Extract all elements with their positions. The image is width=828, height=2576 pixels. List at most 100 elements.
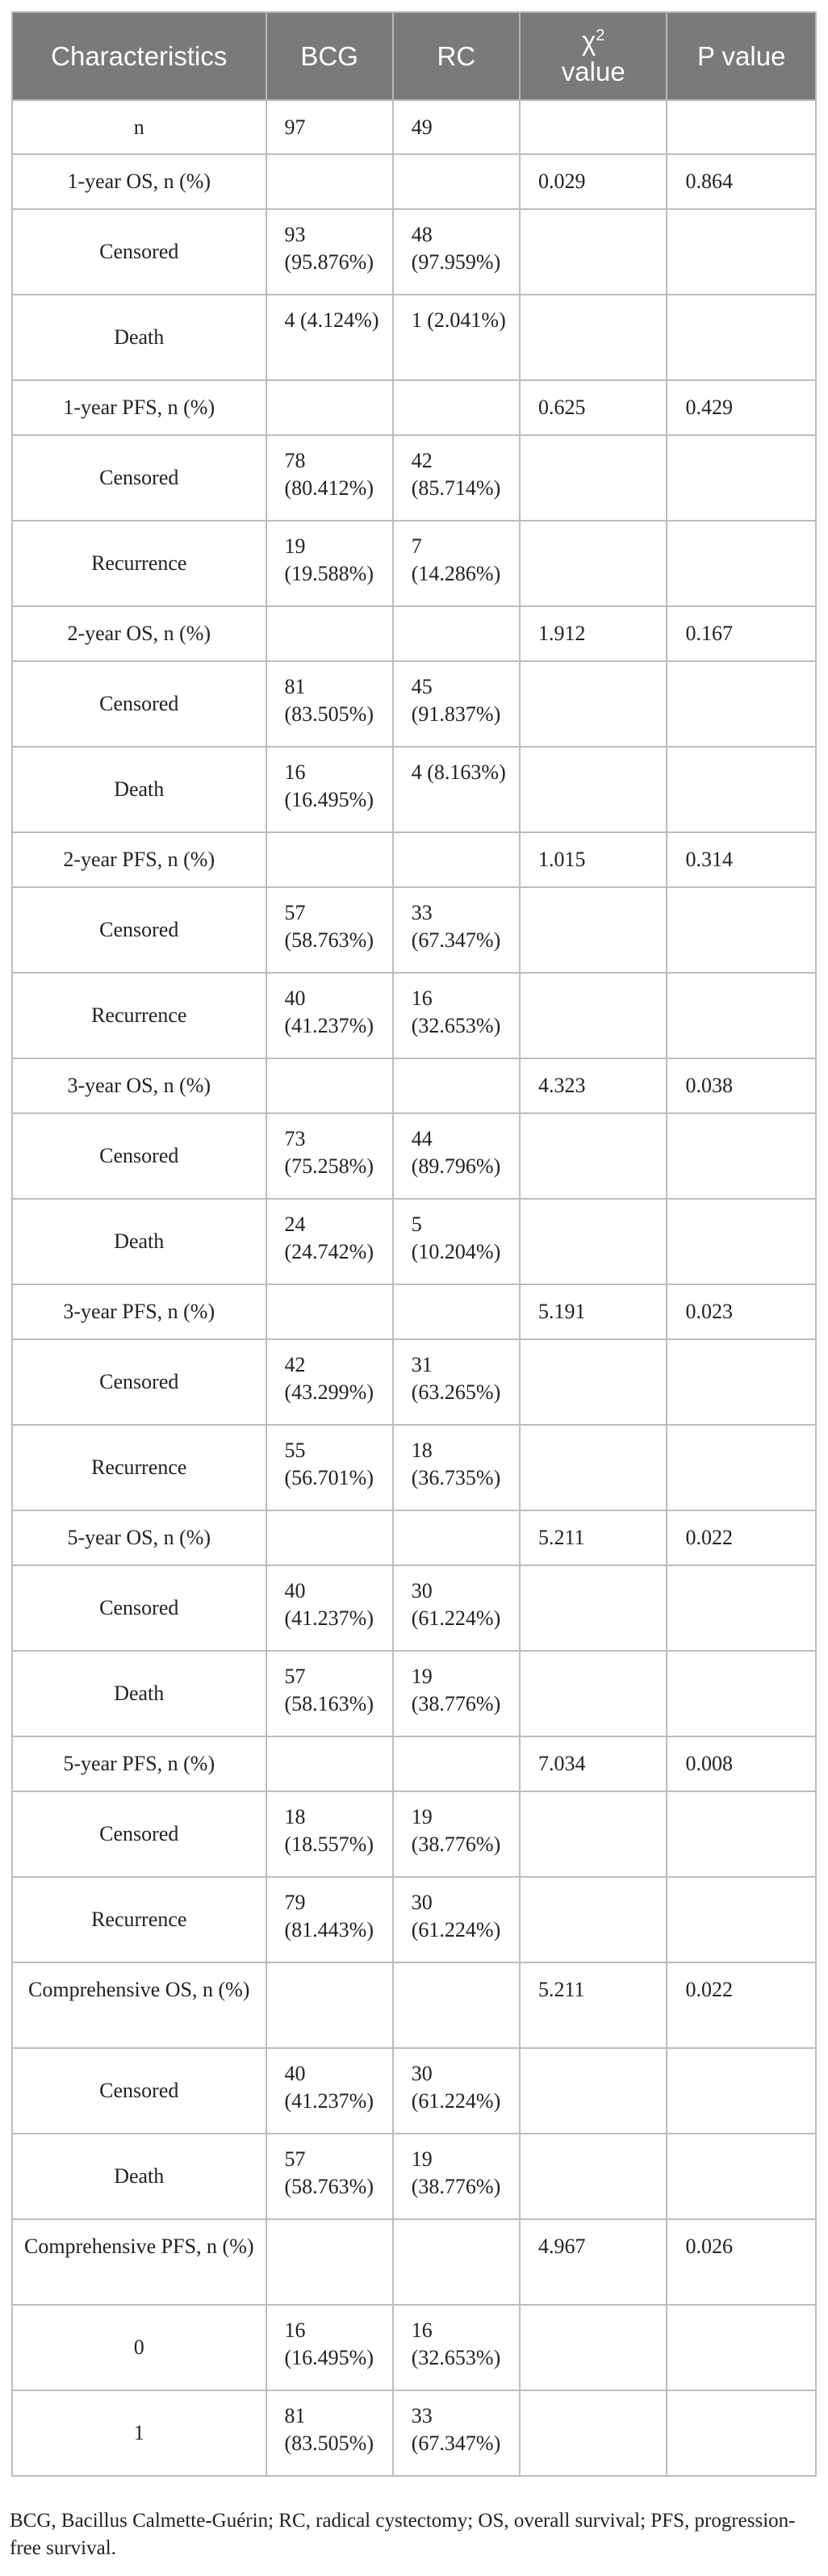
header-p-value: P value [666, 11, 817, 101]
cell-p-value: 0.022 [666, 1510, 817, 1566]
cell-characteristic: n [11, 99, 267, 155]
header-row: Characteristics BCG RC χ2 value P value [11, 11, 817, 101]
cell-rc [391, 1058, 521, 1114]
cell-characteristic: Death [11, 746, 267, 833]
table-row: Censored 81 (83.505%) 45 (91.837%) [11, 660, 817, 748]
cell-bcg: 73 (75.258%) [265, 1112, 394, 1200]
cell-bcg: 78 (80.412%) [265, 434, 394, 521]
cell-bcg [265, 605, 394, 662]
cell-chi-square [519, 208, 668, 295]
cell-rc: 16 (32.653%) [391, 2304, 521, 2391]
cell-bcg: 24 (24.742%) [265, 1198, 394, 1285]
table-row: Death 16 (16.495%) 4 (8.163%) [11, 746, 817, 833]
cell-bcg: 42 (43.299%) [265, 1338, 394, 1426]
chi-symbol: χ [582, 25, 596, 56]
cell-chi-square [519, 434, 668, 521]
cell-p-value [666, 208, 817, 295]
cell-rc: 19 (38.776%) [391, 1650, 521, 1737]
cell-chi-square [519, 1424, 668, 1511]
cell-p-value: 0.864 [666, 153, 817, 210]
cell-characteristic: Death [11, 1198, 267, 1285]
cell-characteristic: 1 [11, 2390, 267, 2477]
cell-p-value [666, 520, 817, 607]
cell-p-value [666, 1424, 817, 1511]
cell-rc [391, 605, 521, 662]
cell-p-value [666, 1876, 817, 1963]
cell-chi-square [519, 1650, 668, 1737]
header-characteristics: Characteristics [11, 11, 267, 101]
cell-p-value: 0.167 [666, 605, 817, 662]
header-bcg: BCG [265, 11, 394, 101]
cell-p-value [666, 434, 817, 521]
cell-bcg: 97 [265, 99, 394, 155]
cell-chi-square [519, 660, 668, 748]
cell-bcg [265, 1058, 394, 1114]
cell-p-value [666, 1198, 817, 1285]
cell-chi-square [519, 1338, 668, 1426]
cell-chi-square [519, 1112, 668, 1200]
cell-bcg: 81 (83.505%) [265, 660, 394, 748]
cell-p-value [666, 972, 817, 1059]
cell-chi-square [519, 2304, 668, 2391]
cell-p-value [666, 1564, 817, 1652]
cell-bcg [265, 1284, 394, 1340]
table-row: 3-year OS, n (%) 4.323 0.038 [11, 1058, 817, 1114]
cell-chi-square [519, 520, 668, 607]
cell-rc: 45 (91.837%) [391, 660, 521, 748]
cell-characteristic: Censored [11, 1112, 267, 1200]
table-row: Recurrence 40 (41.237%) 16 (32.653%) [11, 972, 817, 1059]
table-row: Recurrence 79 (81.443%) 30 (61.224%) [11, 1876, 817, 1963]
cell-chi-square [519, 99, 668, 155]
cell-p-value [666, 2304, 817, 2391]
cell-bcg: 57 (58.763%) [265, 2133, 394, 2220]
table-row: 3-year PFS, n (%) 5.191 0.023 [11, 1284, 817, 1340]
cell-p-value: 0.038 [666, 1058, 817, 1114]
cell-rc: 19 (38.776%) [391, 2133, 521, 2220]
table-row: 1-year PFS, n (%) 0.625 0.429 [11, 379, 817, 436]
table-row: 1-year OS, n (%) 0.029 0.864 [11, 153, 817, 210]
table-footnote: BCG, Bacillus Calmette-Guérin; RC, radic… [10, 2510, 796, 2559]
cell-bcg: 16 (16.495%) [265, 746, 394, 833]
cell-chi-square [519, 1876, 668, 1963]
cell-bcg: 40 (41.237%) [265, 1564, 394, 1652]
table-row: 5-year OS, n (%) 5.211 0.022 [11, 1510, 817, 1566]
cell-bcg [265, 2218, 394, 2306]
cell-rc [391, 379, 521, 436]
cell-characteristic: Death [11, 1650, 267, 1737]
cell-characteristic: 0 [11, 2304, 267, 2391]
cell-characteristic: Recurrence [11, 1424, 267, 1511]
cell-rc [391, 1510, 521, 1566]
cell-chi-square: 4.323 [519, 1058, 668, 1114]
cell-rc: 19 (38.776%) [391, 1791, 521, 1878]
chi-superscript: 2 [596, 26, 605, 44]
cell-bcg: 57 (58.763%) [265, 886, 394, 974]
cell-characteristic: Death [11, 2133, 267, 2220]
cell-rc: 30 (61.224%) [391, 1876, 521, 1963]
cell-characteristic: Censored [11, 208, 267, 295]
cell-characteristic: Censored [11, 2047, 267, 2134]
table-row: Censored 40 (41.237%) 30 (61.224%) [11, 2047, 817, 2134]
cell-characteristic: 2-year PFS, n (%) [11, 831, 267, 888]
cell-p-value [666, 99, 817, 155]
cell-characteristic: Comprehensive OS, n (%) [11, 1962, 267, 2049]
cell-chi-square: 1.912 [519, 605, 668, 662]
cell-rc: 44 (89.796%) [391, 1112, 521, 1200]
cell-characteristic: Recurrence [11, 520, 267, 607]
cell-bcg: 93 (95.876%) [265, 208, 394, 295]
cell-p-value [666, 2047, 817, 2134]
cell-p-value [666, 660, 817, 748]
table-row: Death 24 (24.742%) 5 (10.204%) [11, 1198, 817, 1285]
table-row: 1 81 (83.505%) 33 (67.347%) [11, 2390, 817, 2477]
cell-bcg [265, 831, 394, 888]
cell-rc: 33 (67.347%) [391, 886, 521, 974]
cell-p-value [666, 1338, 817, 1426]
cell-characteristic: Recurrence [11, 972, 267, 1059]
cell-chi-square [519, 2390, 668, 2477]
cell-characteristic: Comprehensive PFS, n (%) [11, 2218, 267, 2306]
cell-characteristic: Censored [11, 1338, 267, 1426]
table-row: Censored 78 (80.412%) 42 (85.714%) [11, 434, 817, 521]
cell-p-value [666, 886, 817, 974]
cell-bcg: 55 (56.701%) [265, 1424, 394, 1511]
cell-characteristic: Death [11, 294, 267, 381]
cell-rc: 31 (63.265%) [391, 1338, 521, 1426]
